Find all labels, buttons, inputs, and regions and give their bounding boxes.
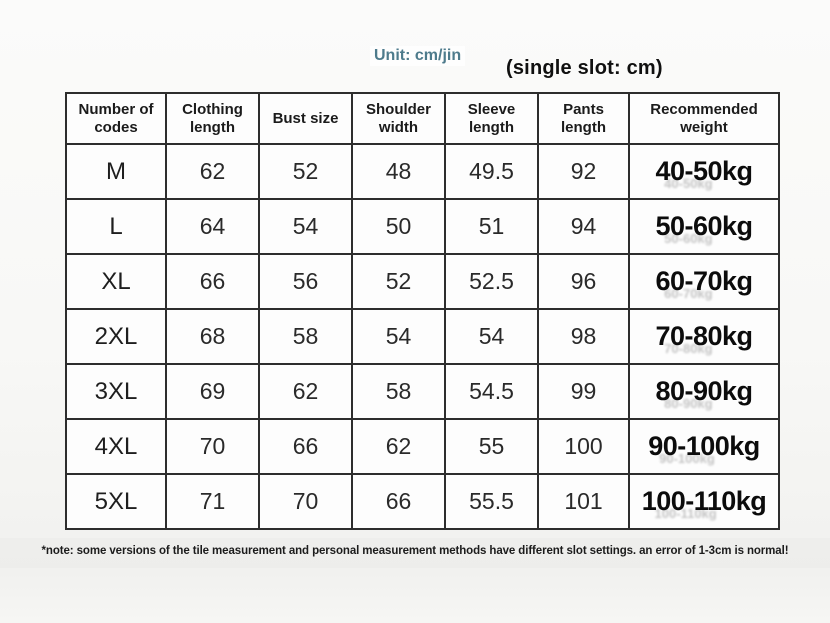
measurement-cell: 71 (165, 473, 260, 530)
column-header: Sleeve length (444, 92, 539, 145)
measurement-cell: 62 (165, 143, 260, 200)
measurement-cell: 64 (165, 198, 260, 255)
measurement-cell: 62 (351, 418, 446, 475)
weight-text: 40-50kg (655, 156, 753, 186)
column-header: Bust size (258, 92, 353, 145)
measurement-cell: 52 (258, 143, 353, 200)
weight-text: 50-60kg (655, 211, 753, 241)
single-slot-label: (single slot: cm) (506, 57, 663, 79)
measurement-cell: 56 (258, 253, 353, 310)
weight-text: 80-90kg (655, 376, 753, 406)
recommended-weight-cell: 100-110kg 100-110kg (628, 473, 780, 530)
column-header: Number of codes (65, 92, 167, 145)
measurement-cell: 52 (351, 253, 446, 310)
measurement-cell: 96 (537, 253, 630, 310)
table-row: 3XL 69 62 58 54.5 99 80-90kg 80-90kg (65, 363, 780, 420)
column-header: Clothing length (165, 92, 260, 145)
table-row: M 62 52 48 49.5 92 40-50kg 40-50kg (65, 143, 780, 200)
measurement-cell: 55 (444, 418, 539, 475)
recommended-weight-cell: 50-60kg 50-60kg (628, 198, 780, 255)
measurement-cell: 70 (258, 473, 353, 530)
measurement-cell: 66 (351, 473, 446, 530)
table-row: 4XL 70 66 62 55 100 90-100kg 90-100kg (65, 418, 780, 475)
measurement-cell: 58 (258, 308, 353, 365)
size-code-cell: L (65, 198, 167, 255)
size-chart-table: Number of codes Clothing length Bust size S… (65, 92, 780, 530)
measurement-cell: 92 (537, 143, 630, 200)
weight-text: 60-70kg (655, 266, 753, 296)
recommended-weight-cell: 90-100kg 90-100kg (628, 418, 780, 475)
measurement-cell: 99 (537, 363, 630, 420)
measurement-cell: 69 (165, 363, 260, 420)
measurement-cell: 70 (165, 418, 260, 475)
measurement-cell: 58 (351, 363, 446, 420)
recommended-weight-cell: 80-90kg 80-90kg (628, 363, 780, 420)
footnote: *note: some versions of the tile measure… (41, 545, 789, 557)
recommended-weight-cell: 40-50kg 40-50kg (628, 143, 780, 200)
measurement-cell: 62 (258, 363, 353, 420)
measurement-cell: 98 (537, 308, 630, 365)
size-table-header-row: Number of codes Clothing length Bust size S… (65, 92, 780, 145)
measurement-cell: 100 (537, 418, 630, 475)
weight-text: 70-80kg (655, 321, 753, 351)
measurement-cell: 50 (351, 198, 446, 255)
table-row: 2XL 68 58 54 54 98 70-80kg 70-80kg (65, 308, 780, 365)
measurement-cell: 51 (444, 198, 539, 255)
measurement-cell: 49.5 (444, 143, 539, 200)
size-code-cell: M (65, 143, 167, 200)
column-header: Pants length (537, 92, 630, 145)
size-code-cell: 4XL (65, 418, 167, 475)
size-code-cell: XL (65, 253, 167, 310)
measurement-cell: 54 (258, 198, 353, 255)
measurement-cell: 68 (165, 308, 260, 365)
measurement-cell: 54 (351, 308, 446, 365)
size-table-body: M 62 52 48 49.5 92 40-50kg 40-50kg L 64 54 50 51 94 50… (65, 143, 780, 530)
column-header: Recommended weight (628, 92, 780, 145)
recommended-weight-cell: 70-80kg 70-80kg (628, 308, 780, 365)
measurement-cell: 55.5 (444, 473, 539, 530)
weight-text: 100-110kg (641, 486, 767, 516)
measurement-cell: 48 (351, 143, 446, 200)
table-row: L 64 54 50 51 94 50-60kg 50-60kg (65, 198, 780, 255)
measurement-cell: 101 (537, 473, 630, 530)
measurement-cell: 54.5 (444, 363, 539, 420)
measurement-cell: 52.5 (444, 253, 539, 310)
table-row: XL 66 56 52 52.5 96 60-70kg 60-70kg (65, 253, 780, 310)
measurement-cell: 66 (258, 418, 353, 475)
weight-text: 90-100kg (648, 431, 760, 461)
measurement-cell: 66 (165, 253, 260, 310)
size-code-cell: 5XL (65, 473, 167, 530)
unit-label: Unit: cm/jin (370, 46, 466, 66)
size-code-cell: 2XL (65, 308, 167, 365)
recommended-weight-cell: 60-70kg 60-70kg (628, 253, 780, 310)
column-header: Shoulder width (351, 92, 446, 145)
size-code-cell: 3XL (65, 363, 167, 420)
table-row: 5XL 71 70 66 55.5 101 100-110kg 100-110kg (65, 473, 780, 530)
measurement-cell: 54 (444, 308, 539, 365)
measurement-cell: 94 (537, 198, 630, 255)
